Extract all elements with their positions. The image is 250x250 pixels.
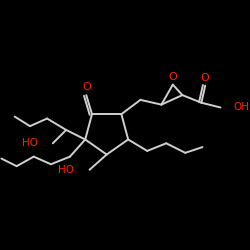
- Text: HO: HO: [58, 165, 74, 175]
- Text: OH: OH: [234, 102, 250, 113]
- Text: O: O: [168, 72, 177, 82]
- Text: O: O: [201, 73, 209, 83]
- Text: HO: HO: [22, 138, 38, 148]
- Text: O: O: [82, 82, 91, 92]
